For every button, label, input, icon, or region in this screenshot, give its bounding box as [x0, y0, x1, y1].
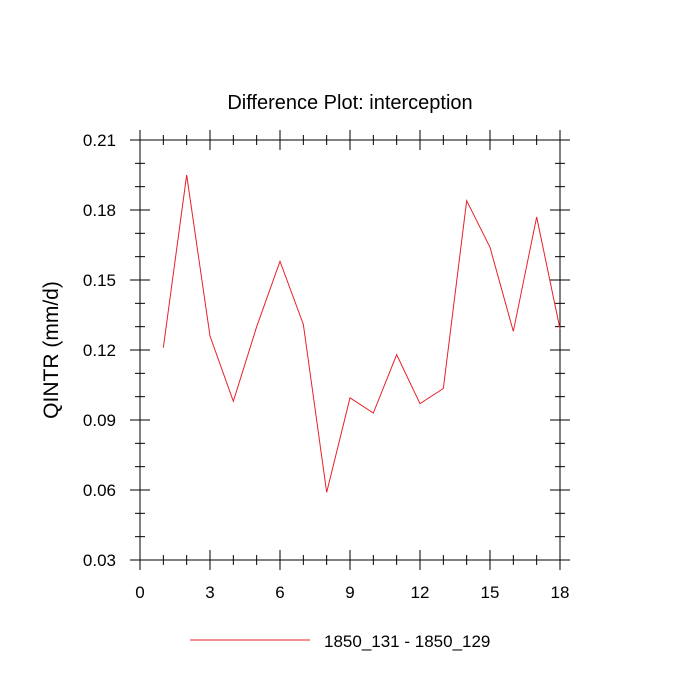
legend: 1850_131 - 1850_129	[190, 632, 490, 651]
y-tick-label: 0.18	[83, 201, 116, 220]
legend-label: 1850_131 - 1850_129	[324, 632, 490, 651]
axis-ticks	[130, 130, 570, 570]
y-tick-label: 0.12	[83, 341, 116, 360]
chart-title: Difference Plot: interception	[227, 92, 472, 114]
y-tick-label: 0.21	[83, 131, 116, 150]
series-layer	[162, 174, 561, 493]
y-tick-label: 0.15	[83, 271, 116, 290]
y-axis-label: QINTR (mm/d)	[40, 281, 63, 419]
x-tick-label: 12	[411, 583, 430, 602]
y-tick-label: 0.03	[83, 551, 116, 570]
x-tick-label: 3	[205, 583, 214, 602]
x-tick-label: 15	[481, 583, 500, 602]
x-tick-label: 18	[551, 583, 570, 602]
x-tick-label: 6	[275, 583, 284, 602]
x-tick-label: 0	[135, 583, 144, 602]
tick-labels: 0 3 6 9 12 15 18 0.03 0.06 0.09 0.12 0.15 0.18 0.21	[83, 131, 570, 602]
plot-frame	[139, 139, 561, 561]
x-tick-label: 9	[345, 583, 354, 602]
y-tick-label: 0.06	[83, 481, 116, 500]
y-tick-label: 0.09	[83, 411, 116, 430]
series-line	[162, 174, 561, 493]
